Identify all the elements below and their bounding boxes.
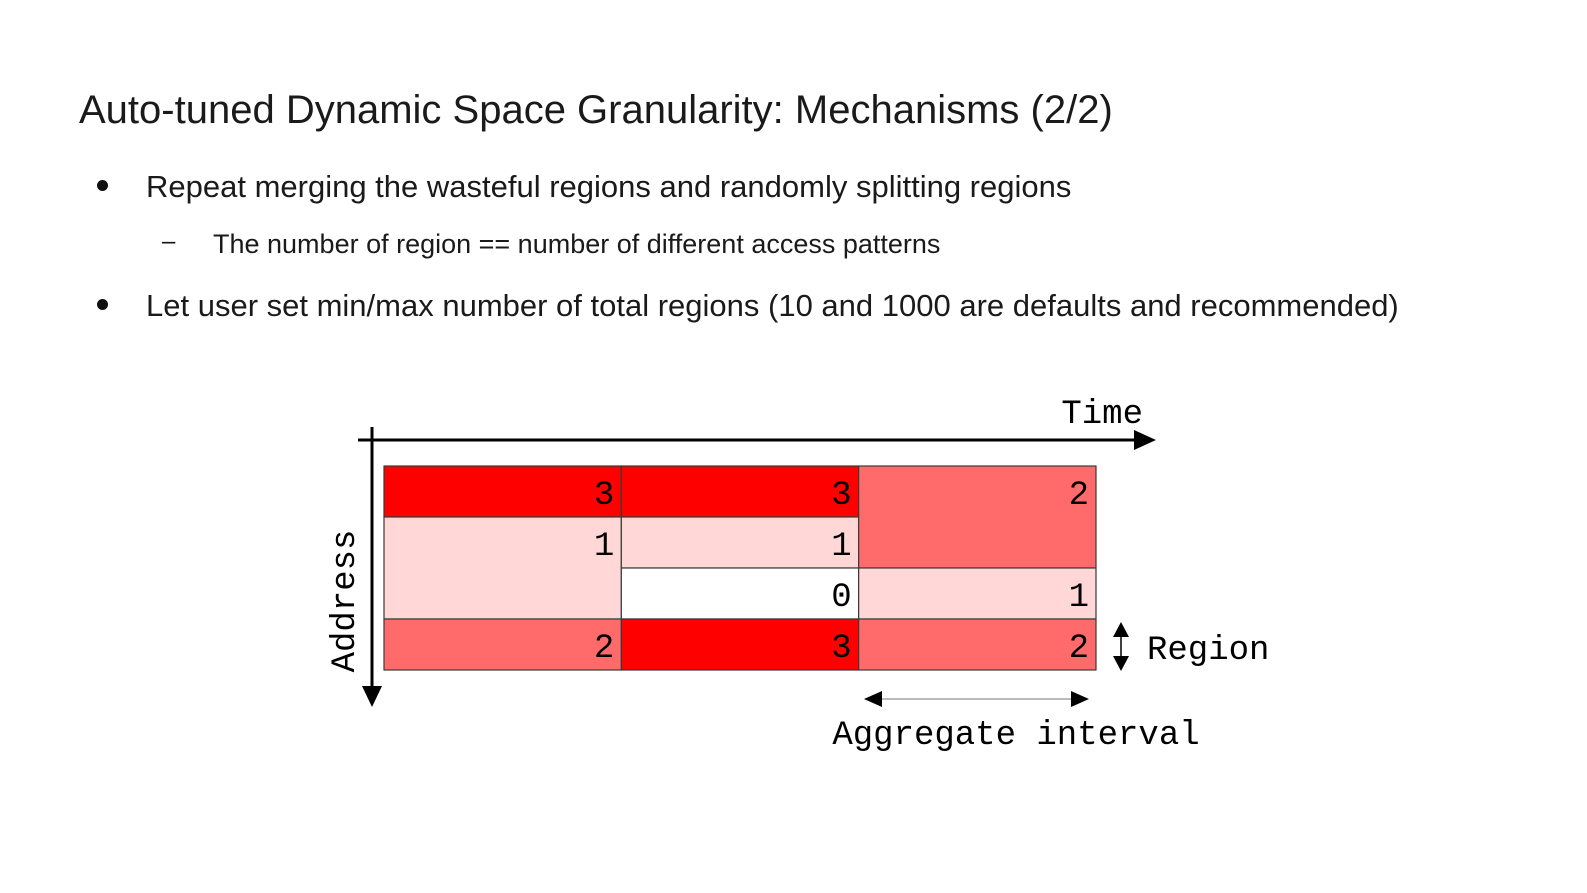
bullet-dot xyxy=(97,180,108,191)
region-access-count: 3 xyxy=(594,477,614,515)
region-label: Region xyxy=(1147,632,1269,670)
region-arrow-down-icon xyxy=(1113,656,1129,671)
region-cell xyxy=(620,618,860,671)
region-cell xyxy=(858,618,1097,671)
region-access-count: 3 xyxy=(831,477,851,515)
region-cell xyxy=(383,618,622,671)
region-access-count: 0 xyxy=(831,579,851,617)
aggregate-interval-label: Aggregate interval xyxy=(832,717,1199,755)
slide-title: Auto-tuned Dynamic Space Granularity: Me… xyxy=(79,88,1113,132)
bullet-dot xyxy=(97,299,108,310)
time-label: Time xyxy=(1061,396,1143,434)
region-cell xyxy=(858,465,1097,569)
region-cell xyxy=(620,567,860,620)
sub-bullet-1: The number of region == number of differ… xyxy=(213,229,941,259)
address-label: Address xyxy=(327,530,365,673)
bullet-2: Let user set min/max number of total reg… xyxy=(146,288,1399,323)
region-cell xyxy=(620,465,860,518)
bullet-1: Repeat merging the wasteful regions and … xyxy=(146,169,1072,204)
aggregate-arrow-left-icon xyxy=(864,691,882,707)
region-grid: 3 1 2 3 1 0 3 2 1 2 xyxy=(383,465,1097,671)
region-access-count: 2 xyxy=(594,630,614,668)
region-cell xyxy=(858,567,1097,620)
region-access-count: 1 xyxy=(831,528,851,566)
region-access-count: 2 xyxy=(1069,630,1089,668)
region-arrow-up-icon xyxy=(1113,622,1129,637)
address-axis-arrowhead xyxy=(362,686,382,707)
region-access-count: 1 xyxy=(594,528,614,566)
region-access-count: 2 xyxy=(1069,477,1089,515)
sub-bullet-dash: – xyxy=(162,228,176,255)
region-cell xyxy=(620,516,860,569)
region-access-count: 3 xyxy=(831,630,851,668)
region-cell xyxy=(383,516,622,620)
region-access-count: 1 xyxy=(1069,579,1089,617)
time-axis-arrowhead xyxy=(1134,430,1156,450)
region-cell xyxy=(383,465,622,518)
aggregate-arrow-right-icon xyxy=(1071,691,1089,707)
